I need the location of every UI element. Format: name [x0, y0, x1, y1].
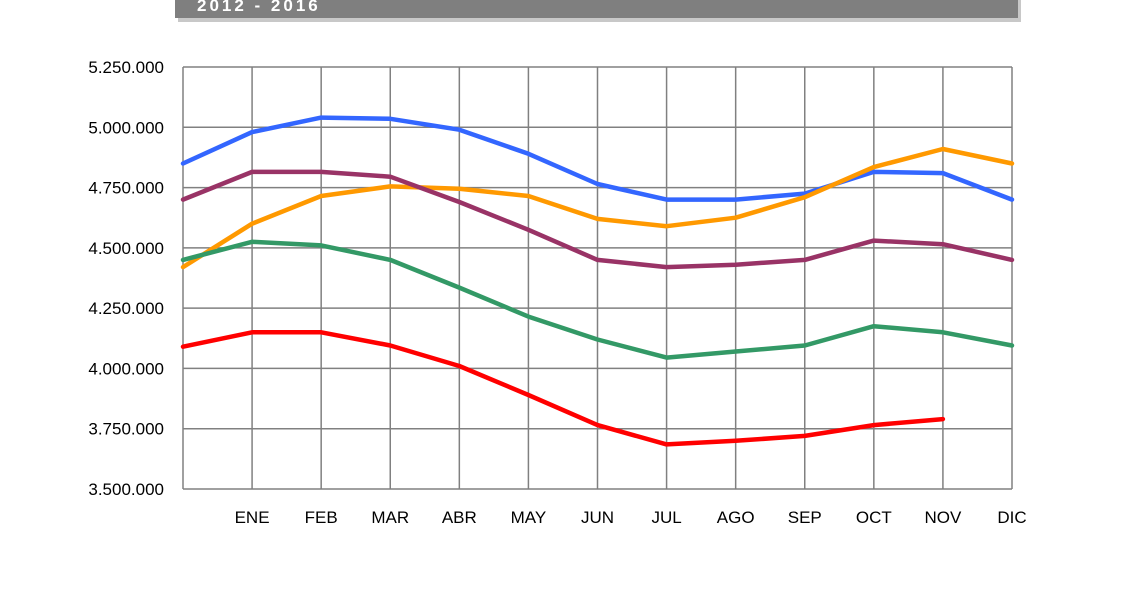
y-axis-labels: 3.500.000 3.750.000 4.000.000 4.250.000 4.50…	[88, 58, 164, 499]
series-line-2	[180, 169, 1015, 270]
y-tick-label: 4.000.000	[88, 359, 164, 378]
y-tick-label: 3.500.000	[88, 480, 164, 499]
series-line-0	[180, 115, 1015, 202]
series-lines	[180, 115, 1015, 447]
grid	[182, 66, 1013, 490]
x-tick-label: ABR	[442, 508, 477, 527]
x-tick-label: MAY	[511, 508, 547, 527]
x-tick-label: AGO	[717, 508, 755, 527]
x-tick-label: NOV	[924, 508, 962, 527]
x-tick-label: DIC	[997, 508, 1026, 527]
y-tick-label: 5.250.000	[88, 58, 164, 77]
y-tick-label: 4.500.000	[88, 239, 164, 258]
x-tick-label: MAR	[371, 508, 409, 527]
x-tick-label: ENE	[235, 508, 270, 527]
x-tick-label: FEB	[305, 508, 338, 527]
series-line-1	[180, 146, 1015, 270]
x-tick-label: JUL	[651, 508, 681, 527]
chart-title: 2012 - 2016	[197, 0, 321, 15]
chart-title-bar: 2012 - 2016	[175, 0, 1018, 18]
y-tick-label: 5.000.000	[88, 118, 164, 137]
x-tick-label: JUN	[581, 508, 614, 527]
series-line-4	[180, 330, 946, 447]
y-tick-label: 4.750.000	[88, 179, 164, 198]
series-line-3	[180, 239, 1015, 360]
x-tick-label: OCT	[856, 508, 892, 527]
y-tick-label: 3.750.000	[88, 420, 164, 439]
x-axis-labels: ENE FEB MAR ABR MAY JUN JUL AGO SEP OCT NOV DIC	[235, 508, 1027, 527]
x-tick-label: SEP	[788, 508, 822, 527]
y-tick-label: 4.250.000	[88, 299, 164, 318]
